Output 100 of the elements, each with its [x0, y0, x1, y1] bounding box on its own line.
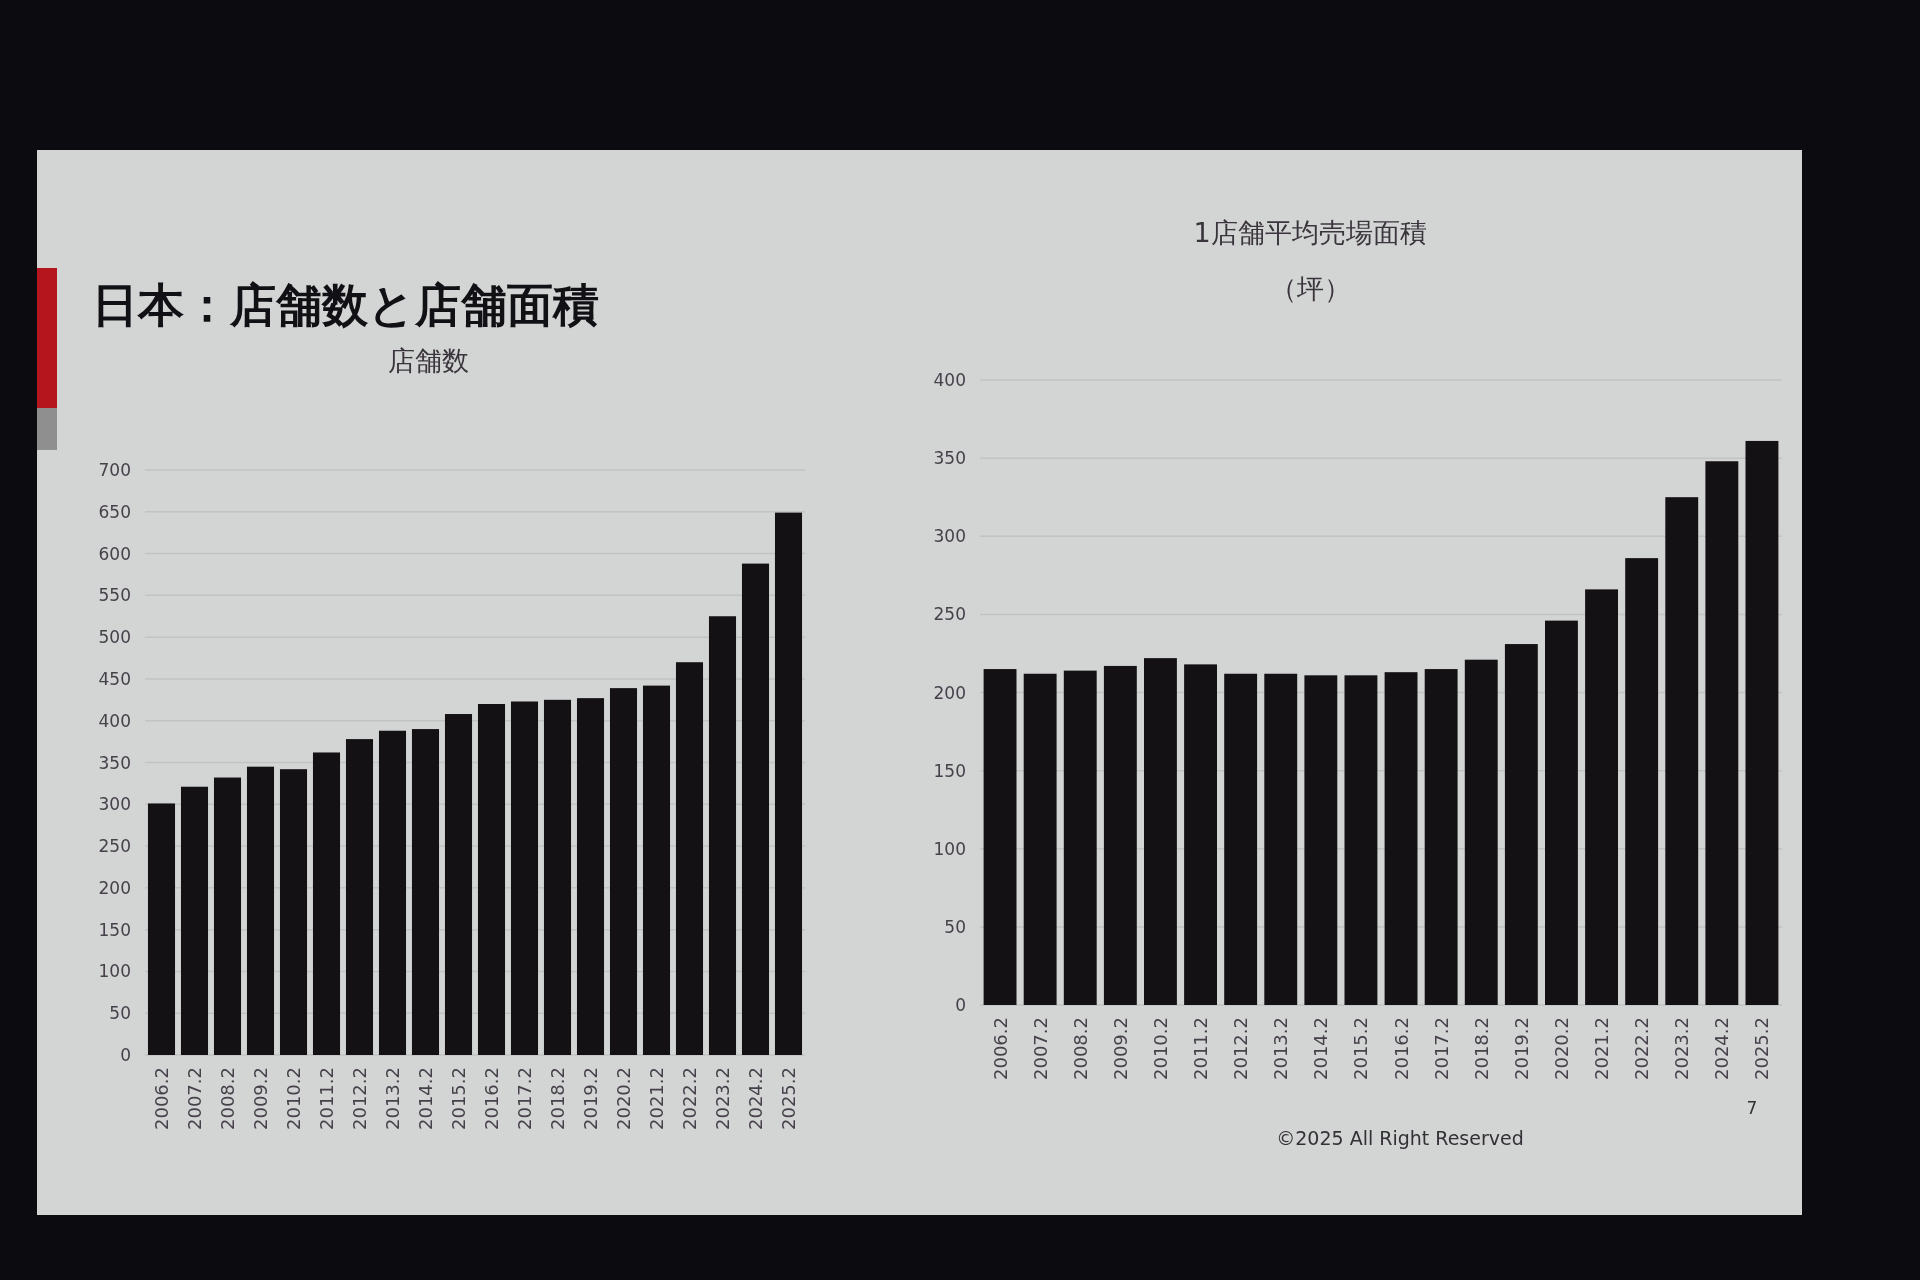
x-tick-label: 2024.2 [1711, 1017, 1733, 1080]
bar [1585, 589, 1618, 1005]
x-tick-label: 2021.2 [646, 1067, 667, 1130]
bar [741, 563, 770, 1055]
bar [1384, 672, 1418, 1005]
x-tick-label: 2019.2 [580, 1067, 601, 1130]
bar [774, 512, 803, 1055]
bar [378, 730, 407, 1055]
text: 7 [1746, 1098, 1758, 1118]
x-tick-label: 2011.2 [316, 1067, 337, 1130]
y-tick-label: 400 [98, 710, 131, 731]
bar [1424, 669, 1458, 1005]
y-tick-label: 350 [933, 448, 966, 469]
bar [1023, 673, 1057, 1005]
x-tick-label: 2019.2 [1510, 1017, 1532, 1080]
x-tick-label: 2017.2 [514, 1067, 535, 1130]
x-tick-label: 2012.2 [1230, 1017, 1252, 1080]
bar [345, 739, 374, 1055]
chart-title: 1店舗平均売場面積 [1193, 216, 1427, 248]
x-tick-label: 2008.2 [217, 1067, 238, 1130]
bar [1545, 620, 1578, 1005]
x-tick-label: 2006.2 [151, 1067, 172, 1130]
x-tick-label: 2009.2 [250, 1067, 271, 1130]
bar [477, 704, 506, 1055]
x-tick-label: 2013.2 [1270, 1017, 1292, 1080]
bar [1625, 558, 1659, 1005]
y-tick-label: 100 [933, 838, 966, 859]
x-tick-label: 2021.2 [1591, 1017, 1613, 1080]
x-tick-label: 2015.2 [448, 1067, 469, 1130]
bar [1184, 664, 1217, 1005]
bar [213, 777, 242, 1055]
bar [312, 752, 341, 1055]
x-tick-label: 2014.2 [1310, 1017, 1332, 1080]
y-tick-label: 200 [98, 877, 131, 898]
y-tick-label: 300 [933, 526, 966, 547]
y-tick-label: 350 [98, 752, 131, 773]
x-tick-label: 2006.2 [989, 1017, 1011, 1080]
bar [1665, 497, 1699, 1005]
x-tick-label: 2007.2 [1029, 1017, 1051, 1080]
bar [1144, 658, 1177, 1005]
bar [444, 714, 473, 1055]
y-tick-label: 150 [933, 760, 966, 781]
bar [1705, 461, 1739, 1005]
y-tick-label: 150 [98, 919, 131, 940]
y-tick-label: 250 [933, 604, 966, 625]
bar [1504, 644, 1538, 1005]
x-tick-label: 2025.2 [1751, 1017, 1773, 1080]
bar [1224, 673, 1258, 1005]
bar [1745, 440, 1779, 1005]
bar [609, 688, 638, 1055]
x-tick-label: 2014.2 [415, 1067, 436, 1130]
chart-title: 店舗数 [387, 344, 469, 376]
bar [1063, 670, 1097, 1005]
x-tick-label: 2018.2 [547, 1067, 568, 1130]
y-tick-label: 550 [98, 585, 131, 606]
y-tick-label: 700 [98, 460, 131, 480]
bar [1344, 675, 1378, 1005]
y-tick-label: 0 [120, 1045, 131, 1065]
x-tick-label: 2009.2 [1109, 1017, 1131, 1080]
chart-subtitle: （坪） [1269, 272, 1351, 304]
y-tick-label: 300 [98, 794, 131, 815]
bar [675, 662, 704, 1055]
x-tick-label: 2016.2 [1390, 1017, 1412, 1080]
x-tick-label: 2010.2 [283, 1067, 304, 1130]
y-tick-label: 50 [109, 1003, 131, 1024]
bar [1264, 673, 1298, 1005]
x-tick-label: 2025.2 [778, 1067, 799, 1130]
x-tick-label: 2013.2 [382, 1067, 403, 1130]
y-tick-label: 50 [944, 916, 966, 937]
y-tick-label: 100 [98, 961, 131, 982]
x-tick-label: 2024.2 [745, 1067, 766, 1130]
bar [510, 701, 539, 1055]
x-tick-label: 2018.2 [1470, 1017, 1492, 1080]
x-tick-label: 2022.2 [679, 1067, 700, 1130]
y-tick-label: 500 [98, 627, 131, 648]
bar [543, 699, 572, 1055]
y-tick-label: 200 [933, 682, 966, 703]
x-tick-label: 2011.2 [1190, 1017, 1212, 1080]
text: ©2025 All Right Reserved [1276, 1127, 1524, 1149]
y-tick-label: 450 [98, 668, 131, 689]
bar [411, 729, 440, 1055]
bar [1304, 675, 1338, 1005]
bar [246, 766, 275, 1055]
y-tick-label: 400 [933, 370, 966, 390]
x-tick-label: 2007.2 [184, 1067, 205, 1130]
bar [1103, 665, 1137, 1005]
bar [180, 786, 209, 1055]
x-tick-label: 2015.2 [1350, 1017, 1372, 1080]
x-tick-label: 2023.2 [1671, 1017, 1693, 1080]
bar [642, 685, 671, 1055]
y-tick-label: 250 [98, 836, 131, 857]
bar [708, 616, 737, 1055]
y-tick-label: 0 [955, 995, 966, 1015]
bar [279, 769, 308, 1055]
x-tick-label: 2020.2 [613, 1067, 634, 1130]
x-tick-label: 2016.2 [481, 1067, 502, 1130]
x-tick-label: 2010.2 [1149, 1017, 1171, 1080]
bar [983, 669, 1017, 1005]
y-tick-label: 600 [98, 543, 131, 564]
bar [1464, 659, 1498, 1005]
